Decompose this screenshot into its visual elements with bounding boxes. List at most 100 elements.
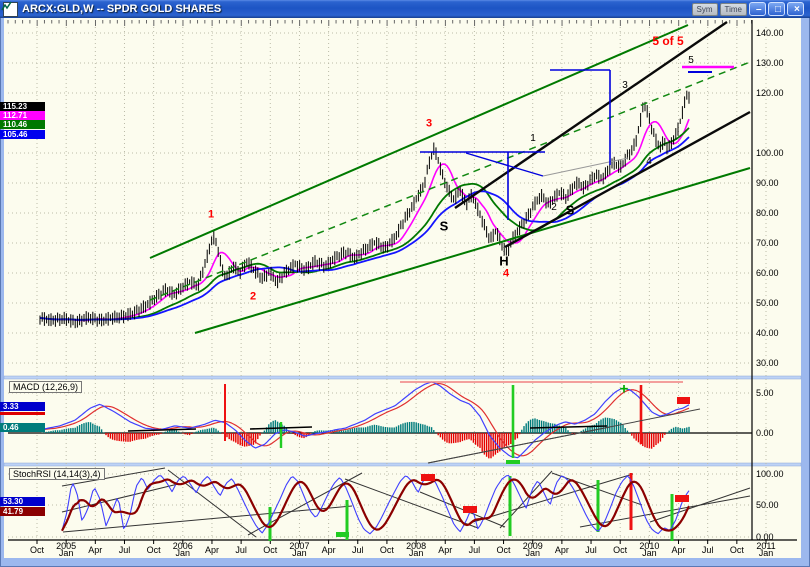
year-label: 2008 (406, 541, 427, 551)
x-axis-label: Jul (118, 545, 131, 555)
stoch-axis-label: 0.00 (756, 532, 774, 542)
x-axis-label: Jan (58, 548, 74, 558)
trendline (542, 157, 629, 177)
signal-box (675, 495, 689, 502)
stoch-mark (344, 478, 479, 529)
time-button[interactable]: Time (719, 2, 747, 16)
x-axis-label: Apr (554, 545, 569, 555)
price-axis-label: 120.00 (756, 88, 784, 98)
x-axis-label: Oct (379, 545, 394, 555)
stoch-fast-line (61, 474, 690, 535)
stoch-axis-label: 100.00 (756, 469, 784, 479)
price-axis-label: 30.00 (756, 358, 779, 368)
macd-badge: 3.33 (0, 402, 45, 411)
trendline (465, 152, 544, 177)
time-ruler (7, 20, 753, 26)
year-label: 2009 (522, 541, 543, 551)
close-button[interactable]: × (787, 2, 804, 16)
price-axis-label: 140.00 (756, 28, 784, 38)
signal-box (506, 460, 520, 464)
app-icon (1, 1, 18, 17)
macd-mark (127, 428, 197, 432)
price-bars (39, 90, 690, 329)
trendline (504, 110, 751, 249)
stoch-badge: 41.79 (0, 507, 45, 516)
annotation-5-of-5: 5 of 5 (652, 34, 684, 48)
x-axis-label: Jul (585, 545, 597, 555)
signal-box (336, 532, 349, 537)
macd-badge: 0.46 (0, 423, 45, 432)
annotation-1: 1 (530, 133, 536, 144)
trendline (149, 24, 689, 259)
x-axis-label: Jan (292, 548, 307, 558)
annotation-4: 4 (646, 156, 652, 167)
price-badge: 112.71 (0, 111, 45, 120)
stoch-mark (419, 491, 506, 528)
price-axis-label: 60.00 (756, 268, 779, 278)
year-label: 2010 (639, 541, 660, 551)
x-axis-label: Oct (613, 545, 628, 555)
x-axis-label: Jan (175, 548, 191, 558)
x-axis-label: Jan (408, 548, 424, 558)
ma-blue (39, 136, 690, 321)
panel-splitter[interactable] (3, 375, 802, 380)
macd-signal-line (39, 383, 690, 457)
annotation-3: 3 (425, 117, 433, 130)
annotation-+: + (619, 380, 629, 398)
price-axis-label: 90.00 (756, 178, 779, 188)
stoch-mark (61, 483, 179, 513)
stoch-mark (472, 473, 634, 523)
window-title: ARCX:GLD,W -- SPDR GOLD SHARES (22, 3, 222, 15)
x-axis-label: Oct (263, 545, 278, 555)
panel-splitter[interactable] (3, 462, 802, 467)
year-label: 2011 (756, 541, 776, 551)
price-badge: 105.46 (0, 130, 45, 139)
macd-badge (0, 412, 45, 415)
stoch-mark (61, 467, 166, 487)
x-axis-label: Apr (204, 545, 219, 555)
price-axis-label: 80.00 (756, 208, 779, 218)
price-axis-label: 40.00 (756, 328, 779, 338)
annotation-S: S (439, 218, 449, 234)
annotation-2: 2 (551, 202, 557, 213)
annotation-S: S (565, 202, 575, 218)
signal-box (463, 506, 477, 513)
minimize-button[interactable]: – (749, 2, 766, 16)
x-axis-label: Oct (29, 545, 44, 555)
x-axis-label: Jul (468, 545, 481, 555)
ma-green (39, 127, 690, 321)
stoch-mark (579, 495, 751, 528)
signal-box (421, 474, 435, 481)
annotation-H: H (499, 253, 509, 269)
x-axis-label: Jan (525, 548, 540, 558)
macd-axis-label: 5.00 (756, 388, 774, 398)
x-axis-label: Apr (88, 545, 103, 555)
macd-lines (39, 381, 701, 464)
year-label: 2005 (56, 541, 77, 551)
year-label: 2006 (172, 541, 193, 551)
annotation-2: 2 (249, 290, 257, 303)
stoch-slow-line (61, 478, 690, 532)
annotation-5: 5 (688, 55, 694, 66)
stoch-lines (61, 467, 751, 541)
price-drawings (149, 21, 751, 334)
x-axis-label: Apr (321, 545, 336, 555)
annotation-3: 3 (622, 80, 628, 91)
x-axis-label: Jan (642, 548, 657, 558)
stoch-mark (167, 469, 257, 538)
stoch-panel-label: StochRSI (14,14(3),4) (9, 468, 105, 480)
stoch-mark (649, 487, 751, 523)
x-axis-label: Oct (729, 545, 744, 555)
stoch-badge: 53.30 (0, 497, 45, 506)
macd-mark (529, 425, 608, 429)
title-bar[interactable]: ARCX:GLD,W -- SPDR GOLD SHARES Sym Time … (0, 0, 810, 18)
macd-line (39, 381, 690, 459)
x-axis-label: Jul (701, 545, 714, 555)
macd-mark (249, 426, 313, 430)
sym-button[interactable]: Sym (691, 2, 718, 16)
x-axis-label: Jan (758, 548, 774, 558)
trendline (454, 21, 728, 209)
x-axis-label: Oct (496, 545, 511, 555)
maximize-button[interactable]: □ (768, 2, 785, 16)
